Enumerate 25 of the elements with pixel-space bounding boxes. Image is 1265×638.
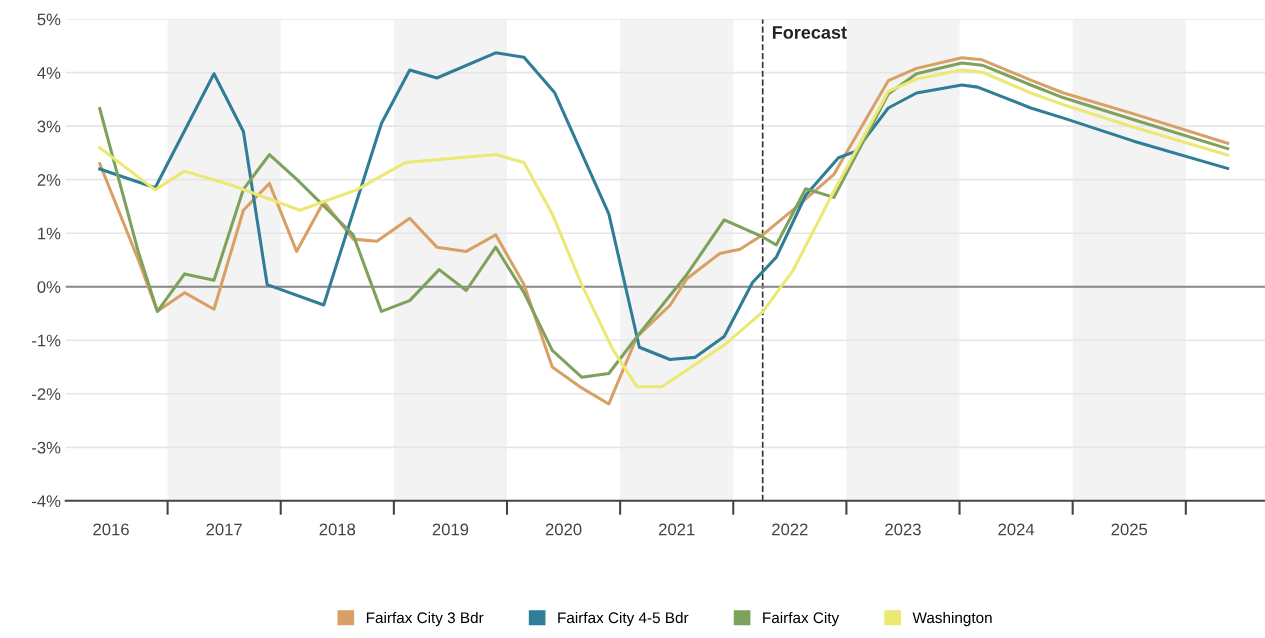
y-tick-label: -1% bbox=[32, 334, 61, 347]
legend-label: Washington bbox=[912, 611, 992, 627]
x-tick-label: 2022 bbox=[772, 523, 808, 536]
y-tick-label: 5% bbox=[37, 13, 61, 26]
legend-label: Fairfax City 4-5 Bdr bbox=[558, 611, 689, 627]
y-tick-label: 1% bbox=[38, 227, 61, 240]
y-tick-label: -4% bbox=[32, 495, 61, 507]
y-tick-label: 4% bbox=[37, 67, 61, 79]
x-tick-label: 2024 bbox=[998, 523, 1035, 536]
x-tick-label: 2025 bbox=[1111, 523, 1148, 536]
y-tick-label: 2% bbox=[37, 174, 61, 186]
y-tick-label: -2% bbox=[32, 388, 61, 400]
y-tick-label: 0% bbox=[37, 281, 61, 293]
x-tick-label: 2016 bbox=[93, 523, 129, 536]
x-tick-label: 2020 bbox=[545, 523, 582, 536]
legend-label: Fairfax City bbox=[763, 611, 840, 627]
x-tick-label: 2018 bbox=[319, 523, 356, 536]
ref-line-label: Forecast bbox=[772, 26, 847, 39]
x-tick-label: 2021 bbox=[659, 523, 695, 536]
y-tick-label: 3% bbox=[37, 120, 61, 133]
y-tick-label: -3% bbox=[32, 441, 61, 454]
x-tick-label: 2017 bbox=[206, 523, 242, 536]
x-tick-label: 2019 bbox=[432, 523, 469, 536]
x-tick-label: 2023 bbox=[885, 523, 921, 536]
legend-label: Fairfax City 3 Bdr bbox=[366, 611, 484, 627]
